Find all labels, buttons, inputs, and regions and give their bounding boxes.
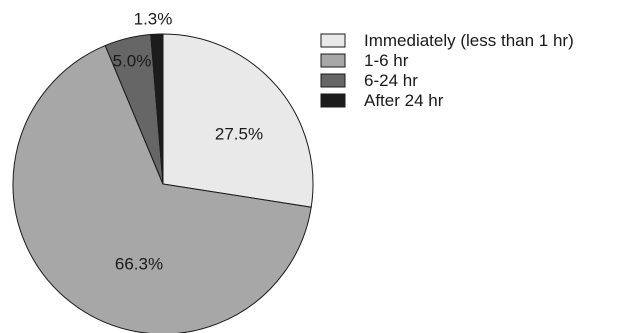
pie-slice-after-24-hr — [150, 33, 164, 185]
legend-label-one-to-six-hr: 1-6 hr — [364, 51, 409, 70]
legend-swatch-immediately — [320, 33, 346, 48]
legend-swatch-one-to-six-hr — [320, 53, 346, 68]
legend-label-after-24-hr: After 24 hr — [364, 91, 444, 110]
pie-slice-one-to-six-hr — [12, 44, 312, 333]
legend: Immediately (less than 1 hr)1-6 hr6-24 h… — [320, 31, 574, 110]
pie-slice-immediately — [162, 33, 314, 208]
pie-slices — [12, 33, 314, 333]
legend-label-immediately: Immediately (less than 1 hr) — [364, 31, 574, 50]
data-label-immediately: 27.5% — [215, 124, 263, 143]
data-label-six-to-24-hr: 5.0% — [113, 51, 152, 70]
pie-value-labels: 27.5% 66.3% 5.0% 1.3% — [113, 9, 263, 273]
data-label-after-24-hr: 1.3% — [134, 9, 173, 28]
data-label-one-to-six-hr: 66.3% — [115, 254, 163, 273]
legend-swatch-after-24-hr — [320, 93, 346, 108]
legend-swatch-six-to-24-hr — [320, 73, 346, 88]
legend-label-six-to-24-hr: 6-24 hr — [364, 71, 418, 90]
